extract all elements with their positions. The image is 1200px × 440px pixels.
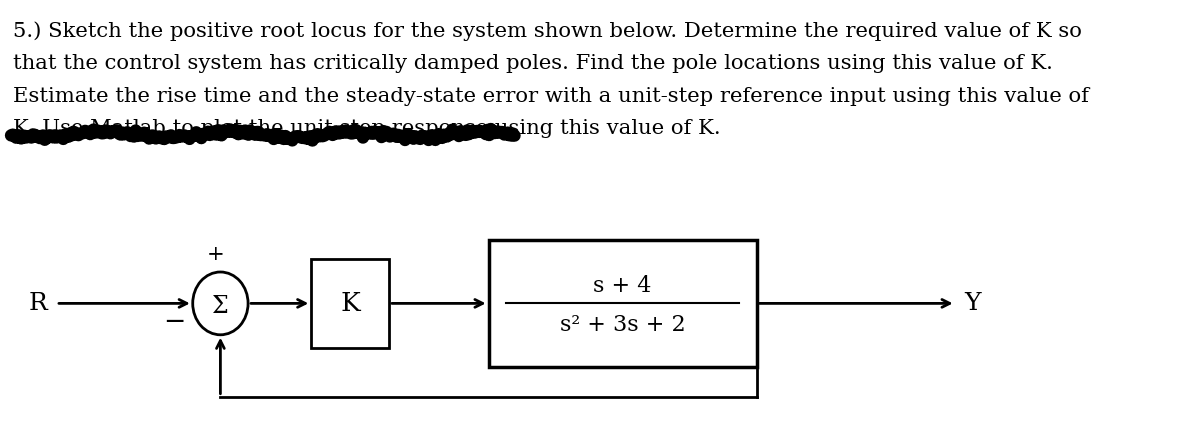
Text: K. Use Matlab to plot the unit step response using this value of K.: K. Use Matlab to plot the unit step resp… xyxy=(13,119,720,138)
Text: Estimate the rise time and the steady-state error with a unit-step reference inp: Estimate the rise time and the steady-st… xyxy=(13,87,1088,106)
Bar xyxy=(488,240,757,367)
Text: that the control system has critically damped poles. Find the pole locations usi: that the control system has critically d… xyxy=(13,54,1052,73)
Text: s + 4: s + 4 xyxy=(594,275,652,297)
Text: −: − xyxy=(163,308,186,334)
Text: R: R xyxy=(29,292,48,315)
Text: Y: Y xyxy=(965,292,980,315)
Text: s² + 3s + 2: s² + 3s + 2 xyxy=(559,314,685,336)
Text: K: K xyxy=(341,291,360,316)
Bar xyxy=(311,259,389,348)
Text: 5.) Sketch the positive root locus for the system shown below. Determine the req: 5.) Sketch the positive root locus for t… xyxy=(13,22,1081,41)
Text: +: + xyxy=(208,245,224,264)
Text: Σ: Σ xyxy=(212,295,229,318)
